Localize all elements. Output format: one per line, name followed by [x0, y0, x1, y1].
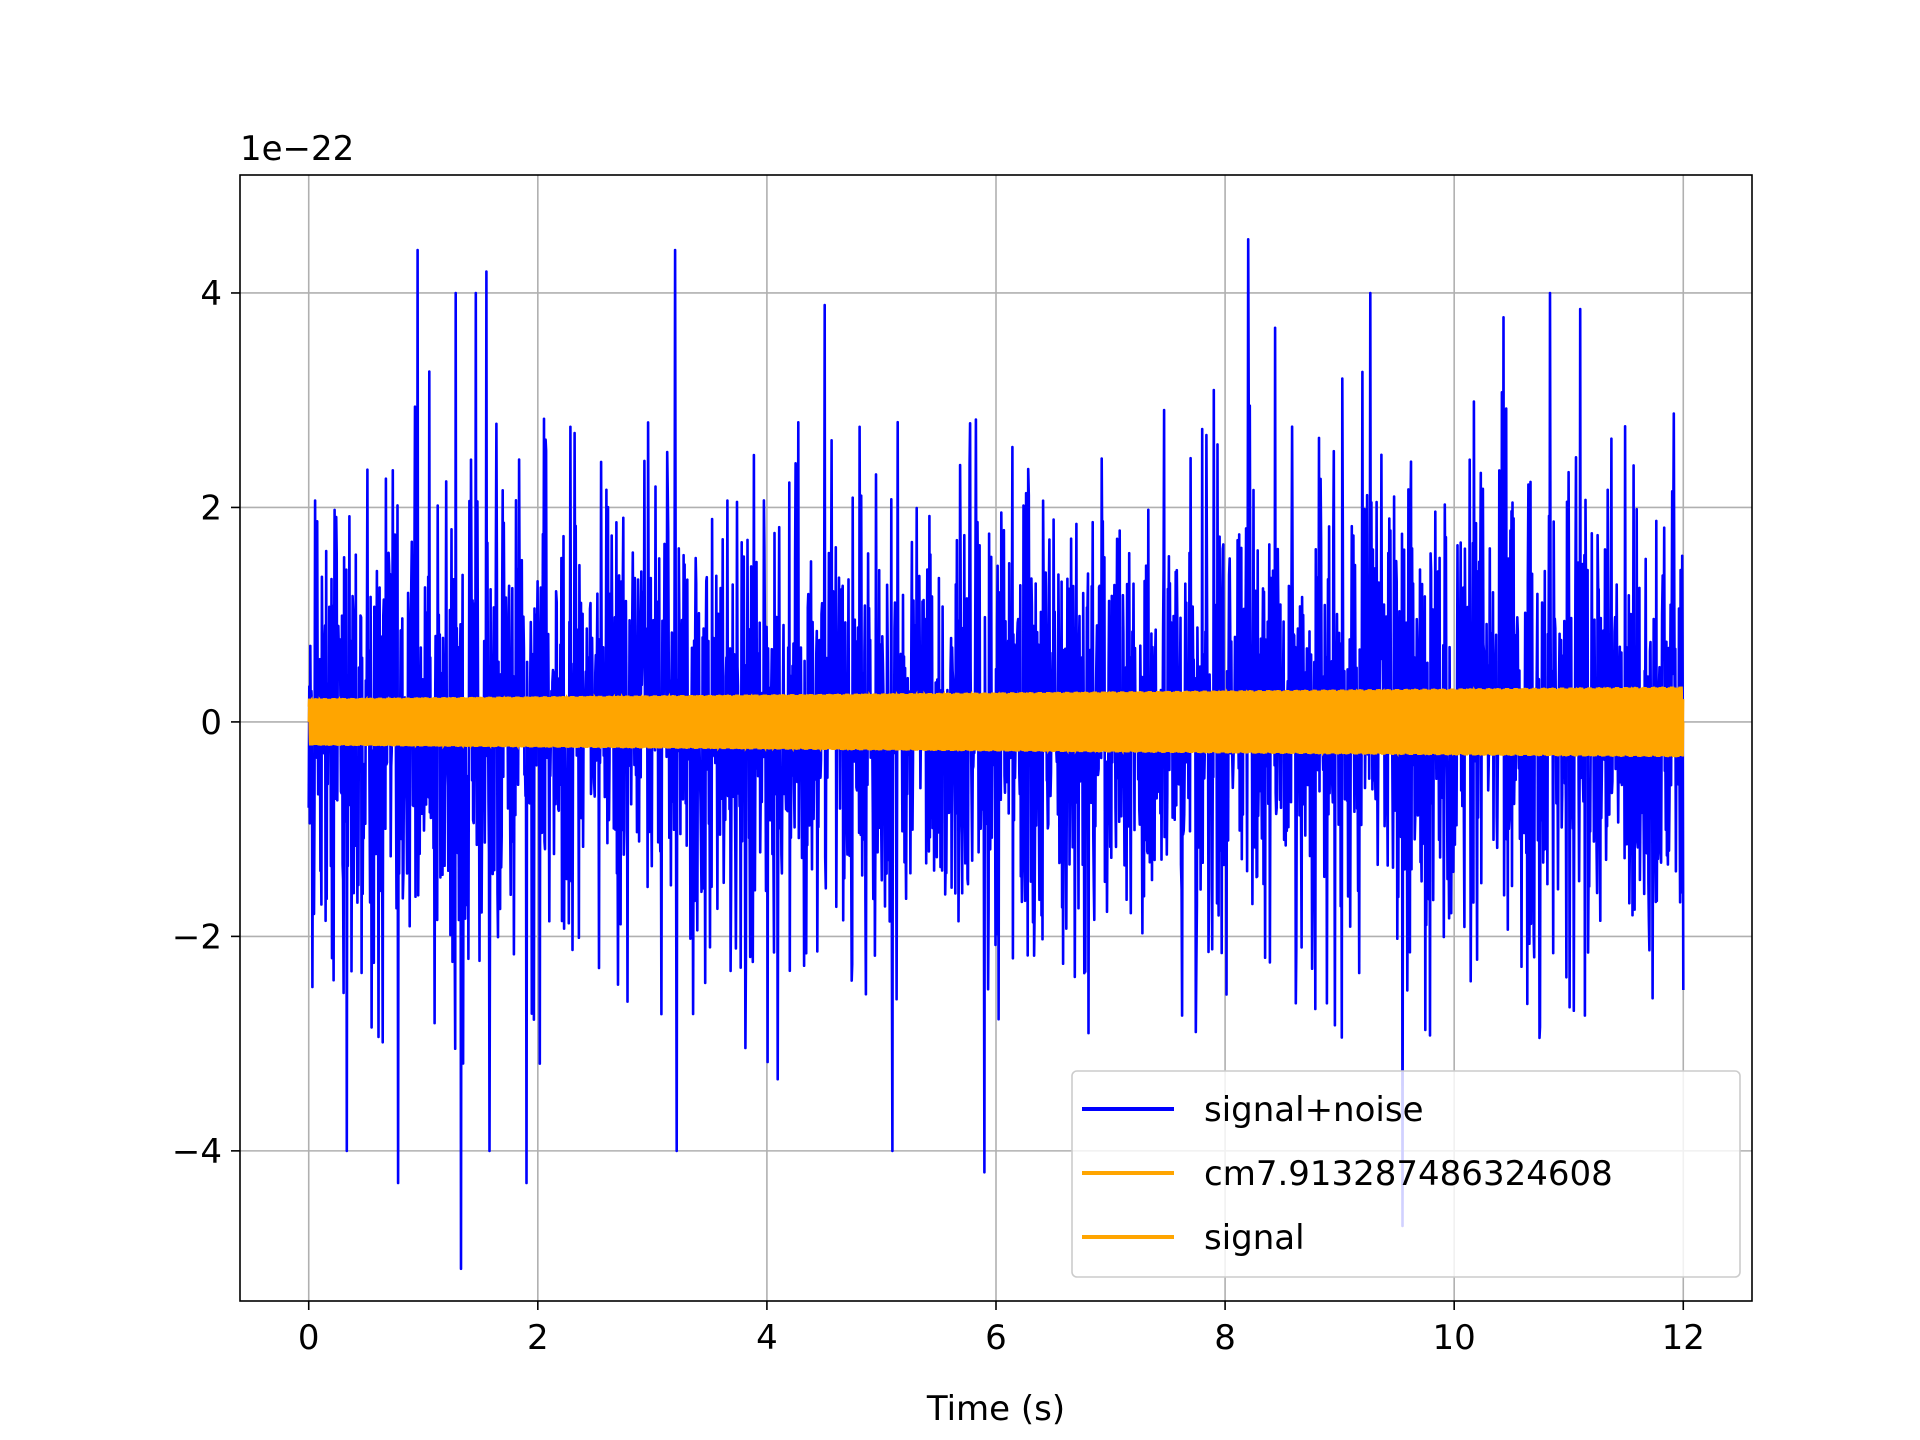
x-tick-label: 12	[1662, 1318, 1705, 1358]
legend-box	[1071, 1070, 1741, 1278]
legend-label: cm7.913287486324608	[1204, 1154, 1613, 1194]
x-tick-label: 8	[1214, 1318, 1236, 1358]
legend-label: signal+noise	[1204, 1090, 1424, 1130]
series-layer	[307, 238, 1685, 1271]
x-tick-label: 2	[527, 1318, 549, 1358]
series-signal-line	[307, 686, 1685, 758]
offset-text: 1e−22	[240, 129, 354, 169]
y-tick-label: −4	[172, 1132, 222, 1172]
y-tick-label: 2	[200, 488, 222, 528]
x-tick-label: 10	[1433, 1318, 1476, 1358]
y-tick-label: 4	[200, 274, 222, 314]
series-signal-noise-line	[307, 238, 1685, 1271]
y-tick-label: −2	[172, 917, 222, 957]
x-tick-label: 4	[756, 1318, 778, 1358]
x-axis-label: Time (s)	[926, 1389, 1065, 1429]
x-tick-label: 6	[985, 1318, 1007, 1358]
y-axis: −4 −2 0 2 4	[172, 274, 240, 1172]
legend: signal+noise cm7.913287486324608 signal	[1071, 1070, 1741, 1278]
legend-label: signal	[1204, 1218, 1305, 1258]
x-axis: 0 2 4 6 8 10 12	[298, 1301, 1705, 1358]
x-tick-label: 0	[298, 1318, 320, 1358]
y-tick-label: 0	[200, 703, 222, 743]
